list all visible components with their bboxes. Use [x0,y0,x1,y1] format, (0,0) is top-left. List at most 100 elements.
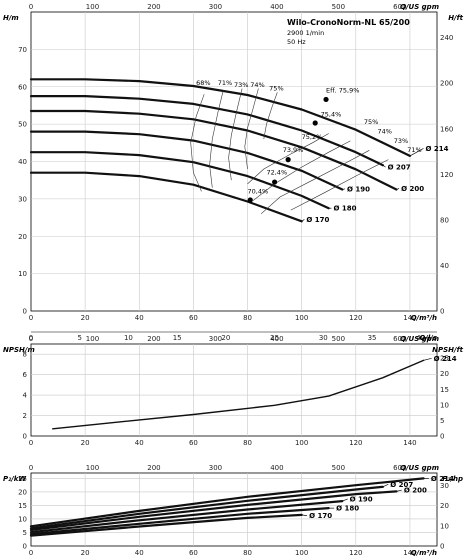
chart-subtitle-speed: 2900 1/min [287,29,324,37]
efficiency-label: 75,4% [321,111,342,119]
efficiency-label: 71% [218,79,232,87]
head-series-label: Ø 180 [333,205,356,213]
power-plot-frame [30,472,438,547]
head-ls-tick-label: 20 [221,334,230,342]
head-y-right-tick-label: 120 [440,171,453,179]
text-layer: Wilo-CronoNorm-NL 65/200 2900 1/min 5 0 H… [3,3,464,557]
npsh-top-tick-label: 400 [270,335,283,343]
head-series-leader [409,148,424,157]
power-y-right-axis-unit: P₂/hp [442,475,463,483]
head-series-line [29,78,411,157]
efficiency-label: 68% [196,79,210,87]
head-ls-tick-label: 10 [124,334,133,342]
power-series-leader [396,489,402,492]
head-y-axis-unit: H/m [3,14,19,22]
bep-marker [323,96,329,103]
head-y-tick-label: 0 [23,308,27,316]
head-series-line [29,151,330,210]
power-x-tick-label: 0 [29,549,33,557]
head-x-tick-label: 100 [295,314,308,322]
efficiency-iso-line [263,92,278,140]
head-y-right-axis-unit: H/ft [448,14,463,22]
power-top-tick-label: 500 [332,464,345,472]
npsh-x-tick-label: 80 [243,439,252,447]
efficiency-label: 75% [364,118,378,126]
grid-layer [30,11,438,547]
power-y-right-tick-label: 20 [440,502,449,510]
npsh-top-tick-label: 300 [209,335,222,343]
power-series-label: Ø 180 [336,505,359,513]
head-top-tick-label: 400 [270,3,283,11]
power-x-tick-label: 80 [243,549,252,557]
efficiency-iso-line [244,88,259,170]
power-y-right-tick-label: 0 [440,543,444,551]
power-series-line [29,500,344,534]
bep-marker [285,157,291,163]
curve-layer [29,78,432,537]
head-ls-tick-label: 5 [77,334,81,342]
head-y-tick-label: 10 [18,270,27,278]
efficiency-label: 70,4% [248,187,269,195]
power-x-tick-label: 20 [81,549,90,557]
power-top-tick-label: 0 [29,464,33,472]
head-x-axis-unit: Q/m³/h [411,314,437,322]
efficiency-iso-line [190,94,205,192]
head-y-tick-label: 40 [18,158,27,166]
npsh-y-right-tick-label: 10 [440,401,449,409]
head-series-label: Ø 190 [347,185,370,193]
npsh-x-tick-label: 20 [81,439,90,447]
power-x-tick-label: 140 [403,549,416,557]
npsh-top-tick-label: 500 [332,335,345,343]
power-series-label: Ø 190 [350,495,373,503]
head-series-label: Ø 170 [306,216,329,224]
head-series-line [29,109,398,191]
npsh-y-tick-label: 6 [23,371,28,379]
npsh-y-right-tick-label: 15 [440,386,449,394]
head-x-tick-label: 0 [29,314,33,322]
power-y-tick-label: 15 [18,502,27,510]
power-x-tick-label: 120 [349,549,362,557]
power-top-tick-label: 300 [209,464,222,472]
npsh-top-axis-unit: Q/US gpm [400,335,439,343]
efficiency-label: 74% [250,81,264,89]
head-ls-tick-label: 15 [173,334,182,342]
npsh-y-tick-label: 2 [23,412,27,420]
npsh-y-right-tick-label: 0 [440,433,444,441]
npsh-series-leader [423,357,432,361]
chart-title: Wilo-CronoNorm-NL 65/200 [287,18,410,27]
head-ls-tick-label: 25 [270,334,279,342]
head-y-right-tick-label: 240 [440,34,453,42]
npsh-x-tick-label: 40 [135,439,144,447]
efficiency-label: 75% [269,84,283,92]
power-x-tick-label: 60 [189,549,198,557]
head-x-tick-label: 140 [403,314,416,322]
bep-marker [312,120,318,126]
power-y-tick-label: 10 [18,515,27,523]
power-series-line [29,485,384,530]
efficiency-iso-line [290,159,389,211]
power-series-line [29,490,398,532]
npsh-y-right-axis-unit: NPSH/ft [432,346,463,354]
head-series-line [29,94,384,167]
power-y-right-tick-label: 10 [440,522,449,530]
power-x-axis-unit: Q/m³/h [411,549,437,557]
head-y-right-tick-label: 160 [440,125,453,133]
head-x-tick-label: 20 [81,314,90,322]
efficiency-label: 74% [377,127,391,135]
npsh-x-tick-label: 60 [189,439,198,447]
head-top-tick-label: 300 [209,3,222,11]
npsh-y-tick-label: 0 [23,433,27,441]
head-x-tick-label: 40 [135,314,144,322]
head-series-label: Ø 214 [425,145,448,153]
npsh-y-tick-label: 4 [23,392,28,400]
efficiency-label: 73% [394,137,408,145]
head-top-tick-label: 500 [332,3,345,11]
head-series-line [29,171,303,223]
power-series-label: Ø 214 [431,475,454,483]
power-y-tick-label: 0 [23,543,27,551]
head-y-tick-label: 20 [18,233,27,241]
npsh-y-tick-label: 8 [23,351,27,359]
power-series-label: Ø 207 [390,481,413,489]
power-top-tick-label: 600 [393,464,406,472]
